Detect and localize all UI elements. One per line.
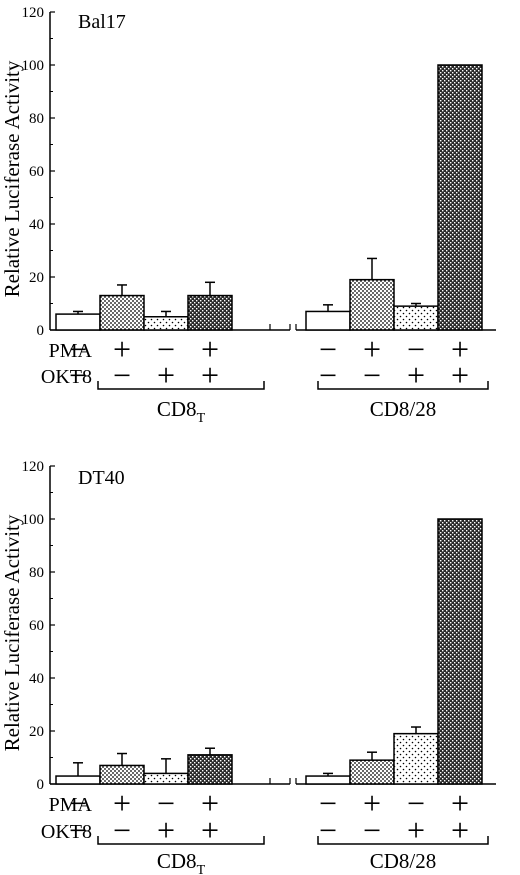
row-label-okt8: OKT8	[41, 366, 92, 388]
y-tick-label: 0	[37, 777, 45, 793]
y-tick-label: 40	[29, 217, 44, 233]
bar	[143, 772, 189, 785]
group-label: CD8/28	[370, 397, 437, 421]
group-bracket	[97, 381, 265, 390]
bar	[99, 294, 145, 331]
bar	[305, 310, 351, 331]
pma-sign: +	[363, 785, 381, 821]
okt8-sign: −	[113, 357, 131, 393]
pma-sign: +	[363, 331, 381, 367]
okt8-sign: −	[319, 357, 337, 393]
pma-sign: +	[451, 331, 469, 367]
group-label-subscript: T	[197, 411, 206, 426]
pma-sign: −	[69, 785, 87, 821]
y-tick-label: 120	[22, 459, 45, 475]
y-tick-label: 80	[29, 565, 44, 581]
group-label-main: CD8	[157, 849, 197, 873]
row-label-okt8: OKT8	[41, 821, 92, 843]
group-bracket	[317, 836, 489, 845]
okt8-sign: −	[69, 812, 87, 848]
bar	[99, 764, 145, 785]
pma-sign: +	[451, 785, 469, 821]
y-tick-label: 120	[22, 5, 45, 21]
pma-sign: −	[319, 785, 337, 821]
bar	[143, 316, 189, 331]
panel-title: DT40	[78, 467, 125, 489]
pma-sign: +	[201, 331, 219, 367]
okt8-sign: −	[113, 812, 131, 848]
y-tick-label: 60	[29, 618, 44, 634]
pma-sign: −	[157, 785, 175, 821]
y-tick-label: 20	[29, 724, 44, 740]
chart-panel-dt40: 0 20 40 60 80 100 120 Relative Luciferase Activ…	[0, 459, 496, 875]
pma-sign: +	[201, 785, 219, 821]
group-label-main: CD8/28	[370, 849, 437, 873]
pma-sign: +	[113, 331, 131, 367]
okt8-sign: −	[69, 357, 87, 393]
group-bracket	[317, 381, 489, 390]
row-label-pma: PMA	[49, 340, 93, 362]
bar	[393, 305, 439, 331]
okt8-sign: +	[201, 357, 219, 393]
pma-sign: −	[319, 331, 337, 367]
okt8-sign: −	[363, 357, 381, 393]
y-tick-label: 100	[22, 512, 45, 528]
bar	[349, 278, 395, 331]
okt8-sign: +	[451, 357, 469, 393]
bar	[305, 775, 351, 785]
bar	[437, 64, 483, 331]
okt8-sign: +	[451, 812, 469, 848]
y-axis-label: Relative Luciferase Activity	[0, 60, 24, 297]
bar	[437, 518, 483, 785]
group-label: CD8T	[157, 397, 206, 426]
group-label: CD8T	[157, 849, 206, 875]
bar	[55, 313, 101, 331]
pma-sign: −	[157, 331, 175, 367]
okt8-sign: +	[407, 812, 425, 848]
row-label-pma: PMA	[49, 794, 93, 816]
okt8-sign: +	[157, 812, 175, 848]
chart-panel-bal17: 0 20 40 60 80 100 120 Relative Luciferase Activ…	[0, 5, 496, 426]
y-tick-label: 20	[29, 270, 44, 286]
okt8-sign: +	[407, 357, 425, 393]
okt8-sign: +	[201, 812, 219, 848]
group-bracket	[97, 836, 265, 845]
bar	[187, 294, 233, 331]
y-tick-label: 60	[29, 164, 44, 180]
group-label-subscript: T	[197, 863, 206, 875]
pma-sign: −	[69, 331, 87, 367]
bar	[55, 775, 101, 785]
pma-sign: +	[113, 785, 131, 821]
bar	[187, 754, 233, 785]
okt8-sign: +	[157, 357, 175, 393]
okt8-sign: −	[319, 812, 337, 848]
panel-title: Bal17	[78, 11, 126, 33]
group-label: CD8/28	[370, 849, 437, 873]
bar	[349, 759, 395, 785]
group-label-main: CD8	[157, 397, 197, 421]
y-tick-label: 100	[22, 58, 45, 74]
y-axis-label: Relative Luciferase Activity	[0, 514, 24, 751]
group-label-main: CD8/28	[370, 397, 437, 421]
y-tick-label: 40	[29, 671, 44, 687]
bar	[393, 732, 439, 785]
y-tick-label: 0	[37, 323, 45, 339]
y-tick-label: 80	[29, 111, 44, 127]
okt8-sign: −	[363, 812, 381, 848]
pma-sign: −	[407, 785, 425, 821]
pma-sign: −	[407, 331, 425, 367]
